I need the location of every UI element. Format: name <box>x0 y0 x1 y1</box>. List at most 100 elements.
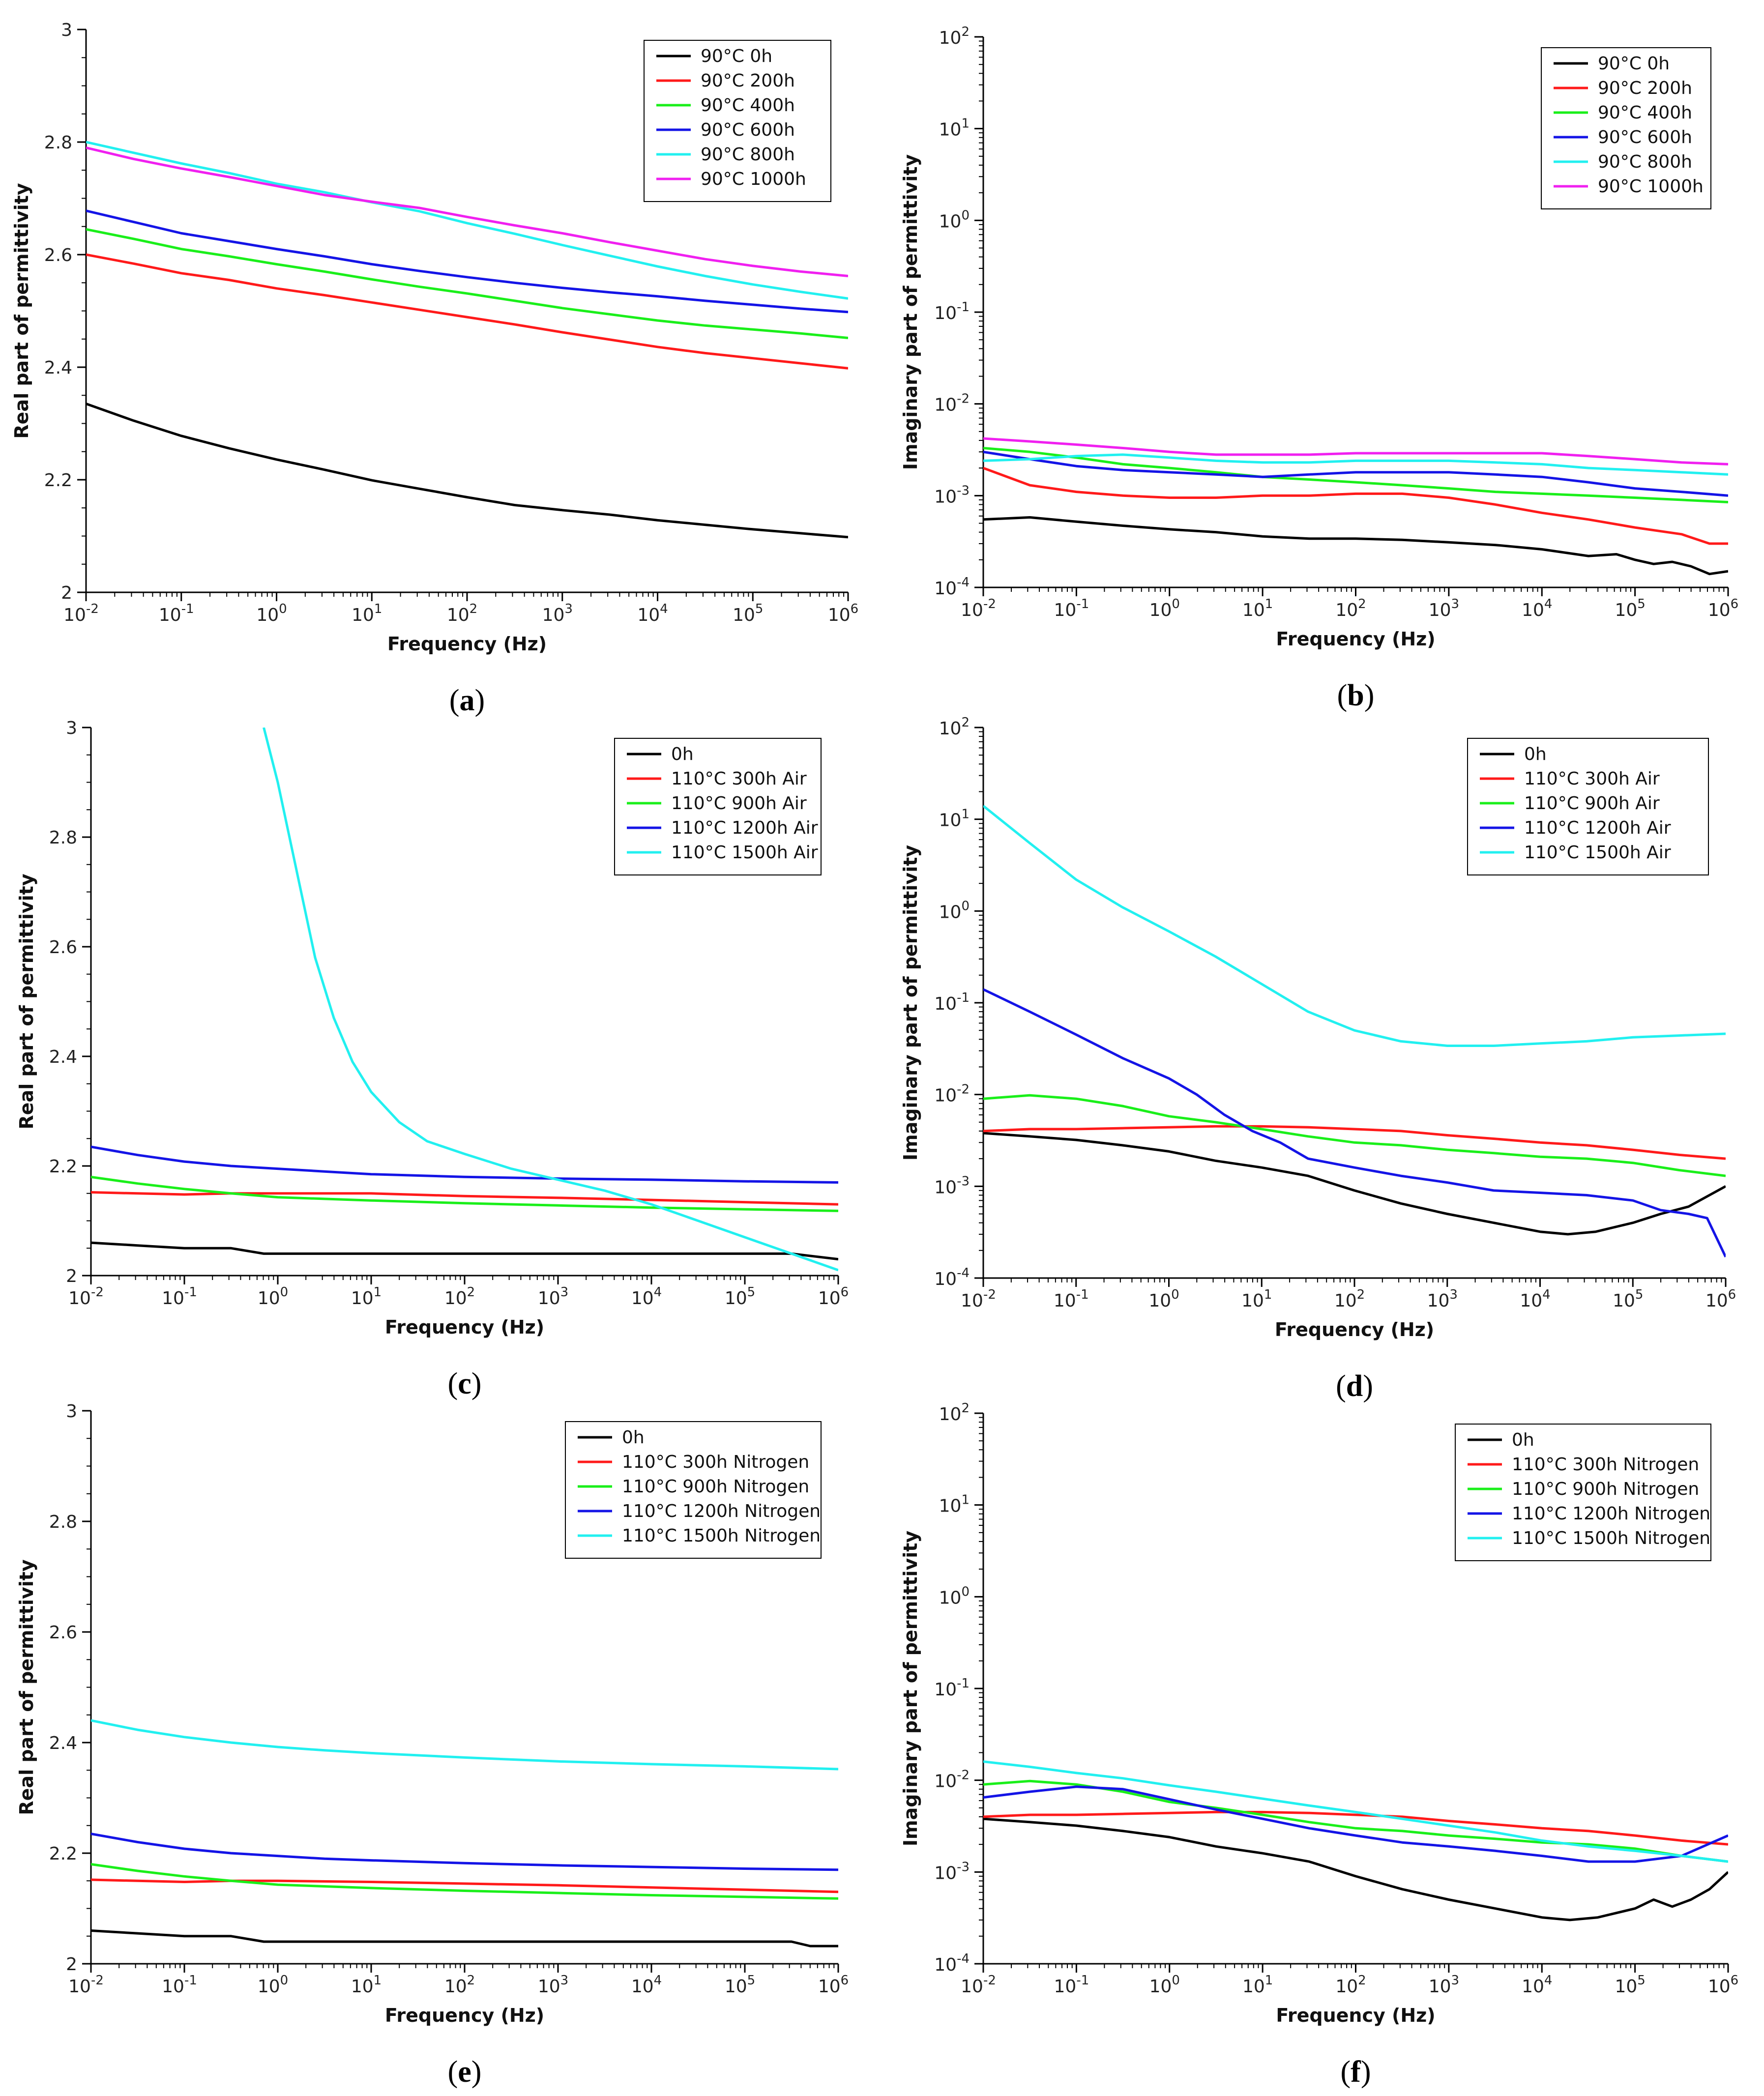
x-tick-label: 100 <box>1149 597 1180 620</box>
series-line-4 <box>91 1833 838 1871</box>
legend-label: 90°C 800h <box>701 145 795 165</box>
y-tick-label: 2.2 <box>44 470 72 491</box>
x-tick-label: 105 <box>1613 1287 1643 1311</box>
x-tick-label: 103 <box>538 1285 568 1309</box>
x-axis-label: Frequency (Hz) <box>1275 1319 1434 1340</box>
series-line-1 <box>86 403 848 539</box>
series-line-3 <box>91 1863 838 1900</box>
series-line-5 <box>983 1760 1728 1863</box>
y-tick-label: 100 <box>939 208 970 232</box>
x-tick-label: 102 <box>1334 1287 1365 1311</box>
y-tick-label: 100 <box>939 1584 970 1608</box>
chart-a: 10-2 10-1 100 101 102 103 104 105 106 2 2.2 2.4 2.6 2… <box>11 20 858 717</box>
x-axis-label: Frequency (Hz) <box>1276 2005 1435 2026</box>
legend-label: 0h <box>1512 1430 1534 1450</box>
legend-label: 110°C 300h Nitrogen <box>622 1452 809 1472</box>
series-line-4 <box>983 988 1726 1258</box>
y-axis-label: Imaginary part of permittivity <box>900 1531 921 1847</box>
x-tick-label: 102 <box>444 1285 475 1309</box>
x-tick-label: 10-2 <box>68 1285 104 1309</box>
x-tick-label: 105 <box>725 1285 755 1309</box>
legend-box <box>644 40 831 202</box>
x-tick-label: 106 <box>828 602 858 625</box>
x-tick-label: 101 <box>351 1973 382 1997</box>
x-tick-label: 102 <box>1335 597 1366 620</box>
legend-label: 90°C 800h <box>1598 152 1692 172</box>
legend-label: 110°C 300h Nitrogen <box>1512 1455 1699 1475</box>
series-line-3 <box>983 447 1728 503</box>
x-tick-label: 104 <box>1522 597 1552 620</box>
y-tick-label: 2.6 <box>44 245 72 265</box>
series-line-1 <box>983 1817 1728 1921</box>
chart-f: 10-2 10-1 100 101 102 103 104 105 106 10-4 10-3 10-… <box>900 1401 1738 2089</box>
x-tick-label: 106 <box>818 1973 849 1997</box>
panel-label: (a) <box>449 684 485 717</box>
series-line-5 <box>91 1719 838 1771</box>
y-tick-label: 10-2 <box>934 392 970 415</box>
y-tick-label: 2.6 <box>49 937 77 958</box>
series-line-2 <box>983 1125 1726 1160</box>
x-tick-label: 104 <box>631 1973 662 1997</box>
y-tick-label: 10-2 <box>934 1768 970 1792</box>
x-tick-label: 104 <box>1520 1287 1550 1311</box>
series-line-2 <box>983 466 1728 545</box>
panel-label: (f) <box>1341 2055 1371 2089</box>
legend-label: 110°C 1200h Air <box>1524 818 1671 838</box>
y-tick-label: 101 <box>939 1493 970 1516</box>
legend-label: 90°C 600h <box>701 120 795 140</box>
legend-label: 90°C 200h <box>1598 78 1692 98</box>
y-tick-label: 3 <box>66 1401 77 1422</box>
series-line-1 <box>91 1241 838 1261</box>
legend-label: 110°C 300h Air <box>671 769 807 789</box>
y-tick-label: 2.4 <box>49 1047 77 1067</box>
legend-label: 90°C 200h <box>701 71 795 91</box>
legend-label: 110°C 1200h Nitrogen <box>622 1501 821 1521</box>
x-tick-label: 102 <box>447 602 477 625</box>
legend-label: 110°C 1500h Air <box>671 843 818 863</box>
x-tick-label: 102 <box>444 1973 475 1997</box>
x-tick-label: 10-2 <box>961 1973 996 1997</box>
series-line-6 <box>86 146 848 277</box>
chart-b: 10-2 10-1 100 101 102 103 104 105 106 10-4 10-3 10-… <box>900 25 1738 712</box>
series-line-1 <box>983 516 1728 576</box>
y-tick-label: 101 <box>939 807 970 831</box>
x-axis-label: Frequency (Hz) <box>1276 628 1435 650</box>
legend-label: 90°C 0h <box>701 46 772 66</box>
legend-label: 0h <box>671 744 694 764</box>
series-line-4 <box>983 450 1728 497</box>
series-line-2 <box>91 1191 838 1206</box>
series-line-4 <box>91 1145 838 1184</box>
y-tick-label: 10-1 <box>934 300 970 323</box>
legend-label: 90°C 400h <box>1598 103 1692 123</box>
y-tick-label: 2.8 <box>49 1512 77 1532</box>
legend-label: 90°C 1000h <box>1598 176 1704 197</box>
x-tick-label: 100 <box>258 1285 288 1309</box>
y-tick-label: 102 <box>939 715 970 739</box>
x-axis-label: Frequency (Hz) <box>385 1316 544 1338</box>
y-tick-label: 10-2 <box>934 1082 970 1106</box>
chart-d: 10-2 10-1 100 101 102 103 104 105 106 10-4 10-3 10-… <box>900 715 1736 1403</box>
x-axis-label: Frequency (Hz) <box>385 2005 544 2026</box>
panel-label: (e) <box>448 2055 482 2089</box>
x-tick-label: 103 <box>1429 1973 1459 1997</box>
x-tick-label: 100 <box>1148 1287 1179 1311</box>
series-line-2 <box>91 1878 838 1893</box>
x-tick-label: 104 <box>637 602 668 625</box>
chart-c: 10-2 10-1 100 101 102 103 104 105 106 2 2.2 2.4 2.6 2… <box>16 718 849 1400</box>
x-tick-label: 10-1 <box>1054 1287 1089 1311</box>
legend-label: 110°C 900h Air <box>1524 793 1660 814</box>
y-tick-label: 102 <box>939 25 970 48</box>
y-tick-label: 102 <box>939 1401 970 1425</box>
x-tick-label: 105 <box>1615 597 1645 620</box>
legend-label: 110°C 1500h Nitrogen <box>622 1526 821 1546</box>
y-tick-label: 10-3 <box>934 483 970 507</box>
series-line-4 <box>983 1785 1728 1863</box>
x-tick-label: 100 <box>258 1973 288 1997</box>
legend-label: 0h <box>1524 744 1547 764</box>
x-tick-label: 10-1 <box>159 602 194 625</box>
y-tick-label: 2.4 <box>44 358 72 378</box>
y-axis-label: Imaginary part of permittivity <box>900 154 921 470</box>
x-axis-label: Frequency (Hz) <box>387 633 547 655</box>
x-tick-label: 10-1 <box>1054 597 1089 620</box>
